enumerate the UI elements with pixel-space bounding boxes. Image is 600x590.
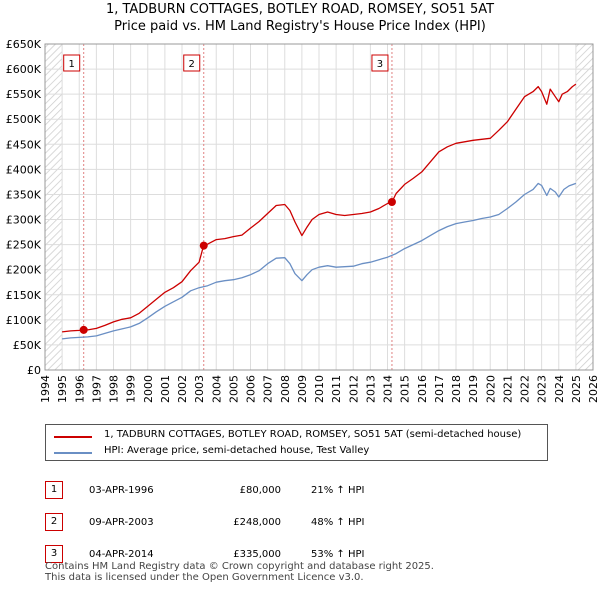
chart-title: 1, TADBURN COTTAGES, BOTLEY ROAD, ROMSEY… xyxy=(105,2,495,17)
x-tick-label: 2014 xyxy=(382,375,395,403)
y-tick-label: £0 xyxy=(27,364,41,377)
x-tick-label: 2025 xyxy=(570,375,583,403)
footer-copyright: Contains HM Land Registry data © Crown c… xyxy=(45,561,434,572)
y-tick-label: £500K xyxy=(6,113,42,126)
x-tick-label: 2012 xyxy=(347,375,360,403)
sale-badge: 2 xyxy=(45,513,63,531)
sale-label-box xyxy=(183,54,201,72)
sale-point xyxy=(79,325,88,334)
x-tick-label: 2020 xyxy=(484,375,497,403)
x-tick-label: 2015 xyxy=(399,375,412,403)
y-tick-label: £300K xyxy=(6,214,42,227)
legend-price-swatch xyxy=(54,436,92,438)
sale-badge: 1 xyxy=(45,481,63,499)
x-tick-label: 2001 xyxy=(159,375,172,403)
y-tick-label: £50K xyxy=(13,339,42,352)
sale-date: 04-APR-2014 xyxy=(89,548,154,560)
x-tick-label: 2008 xyxy=(279,375,292,403)
transactions-table: 1 03-APR-1996 £80,000 21% ↑ HPI 2 09-APR… xyxy=(45,474,364,570)
y-tick-label: £350K xyxy=(6,188,42,201)
price-paid-line xyxy=(62,83,577,333)
sale-point xyxy=(199,241,208,250)
sale-label-number: 2 xyxy=(189,59,195,70)
hatched-region xyxy=(575,44,593,370)
x-tick-label: 2003 xyxy=(193,375,206,403)
sale-point xyxy=(387,197,396,206)
x-tick-label: 2023 xyxy=(536,375,549,403)
x-tick-label: 2004 xyxy=(210,375,223,403)
x-tick-label: 2018 xyxy=(450,375,463,403)
x-tick-label: 2011 xyxy=(330,375,343,403)
price-chart: 1 2 3 £0 £50K £100K £150K £200K £250K £300K £350K… xyxy=(6,38,600,403)
legend-hpi-swatch xyxy=(54,452,92,454)
x-tick-label: 2017 xyxy=(433,375,446,403)
y-tick-label: £200K xyxy=(6,264,42,277)
legend-price-label: 1, TADBURN COTTAGES, BOTLEY ROAD, ROMSEY… xyxy=(104,429,522,440)
sale-hpi-change: 48% ↑ HPI xyxy=(311,516,365,528)
table-row: 2 09-APR-2003 £248,000 48% ↑ HPI xyxy=(45,506,364,538)
legend-hpi-label: HPI: Average price, semi-detached house,… xyxy=(104,445,370,456)
x-tick-label: 1995 xyxy=(56,375,69,403)
x-tick-label: 2016 xyxy=(416,375,429,403)
x-tick-label: 2005 xyxy=(227,375,240,403)
y-tick-label: £550K xyxy=(6,88,42,101)
chart-legend: 1, TADBURN COTTAGES, BOTLEY ROAD, ROMSEY… xyxy=(45,424,548,461)
sale-label-number: 1 xyxy=(69,59,75,70)
sale-label-box xyxy=(371,54,389,72)
y-tick-label: £100K xyxy=(6,314,42,327)
sale-hpi-change: 21% ↑ HPI xyxy=(311,484,365,496)
sale-price: £335,000 xyxy=(233,548,281,560)
x-tick-label: 2006 xyxy=(245,375,258,403)
x-tick-label: 2000 xyxy=(142,375,155,403)
x-tick-label: 2021 xyxy=(501,375,514,403)
x-tick-label: 2010 xyxy=(313,375,326,403)
x-tick-label: 2002 xyxy=(176,375,189,403)
sale-label-number: 3 xyxy=(377,59,383,70)
sale-date: 03-APR-1996 xyxy=(89,484,154,496)
hpi-line xyxy=(62,182,577,340)
x-tick-label: 1996 xyxy=(73,375,86,403)
footer-licence: This data is licensed under the Open Gov… xyxy=(45,572,364,583)
table-row: 3 04-APR-2014 £335,000 53% ↑ HPI xyxy=(45,538,364,570)
sale-price: £80,000 xyxy=(239,484,281,496)
sale-badge: 3 xyxy=(45,545,63,563)
y-tick-label: £250K xyxy=(6,239,42,252)
x-tick-label: 1997 xyxy=(90,375,103,403)
x-tick-label: 2007 xyxy=(262,375,275,403)
x-tick-label: 2024 xyxy=(553,375,566,403)
x-tick-label: 2019 xyxy=(467,375,480,403)
x-tick-label: 2013 xyxy=(364,375,377,403)
sale-hpi-change: 53% ↑ HPI xyxy=(311,548,365,560)
x-tick-label: 1998 xyxy=(108,375,121,403)
y-tick-label: £400K xyxy=(6,163,42,176)
sale-price: £248,000 xyxy=(233,516,281,528)
sale-label-box xyxy=(63,54,81,72)
table-row: 1 03-APR-1996 £80,000 21% ↑ HPI xyxy=(45,474,364,506)
x-tick-label: 1999 xyxy=(125,375,138,403)
x-tick-label: 1994 xyxy=(39,375,52,403)
y-tick-label: £450K xyxy=(6,138,42,151)
chart-subtitle: Price paid vs. HM Land Registry's House … xyxy=(114,19,486,34)
hatched-region xyxy=(45,44,63,370)
y-tick-label: £650K xyxy=(6,38,42,51)
footer: Contains HM Land Registry data © Crown c… xyxy=(45,561,434,583)
y-tick-label: £150K xyxy=(6,289,42,302)
y-tick-label: £600K xyxy=(6,63,42,76)
x-tick-label: 2022 xyxy=(519,375,532,403)
sale-date: 09-APR-2003 xyxy=(89,516,154,528)
x-tick-label: 2026 xyxy=(587,375,600,403)
plot-frame xyxy=(44,43,594,371)
x-tick-label: 2009 xyxy=(296,375,309,403)
